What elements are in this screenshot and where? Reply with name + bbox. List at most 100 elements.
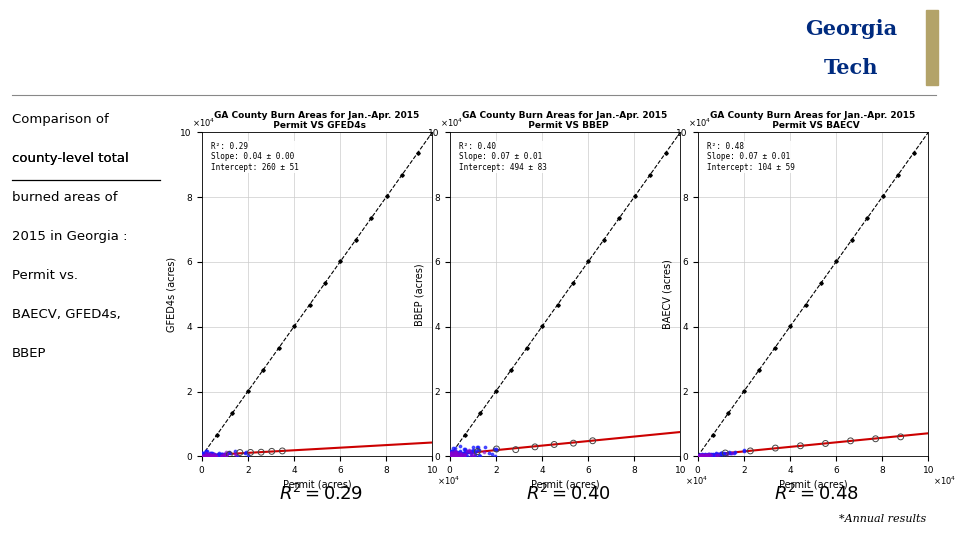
Point xyxy=(220,450,235,458)
Point xyxy=(454,450,469,458)
Point xyxy=(218,450,233,459)
Point xyxy=(718,449,733,458)
Point xyxy=(705,450,720,459)
Point xyxy=(264,447,279,456)
Point xyxy=(443,450,458,458)
Point xyxy=(449,448,465,457)
Point xyxy=(488,446,503,454)
Point xyxy=(585,436,600,445)
Point xyxy=(204,452,219,461)
Point xyxy=(457,450,472,458)
Point xyxy=(198,450,213,458)
Point xyxy=(198,449,213,458)
Point xyxy=(702,450,717,459)
Title: GA County Burn Areas for Jan.-Apr. 2015
  Permit VS BAECV: GA County Burn Areas for Jan.-Apr. 2015 … xyxy=(710,111,916,130)
Point xyxy=(460,452,475,461)
Point xyxy=(444,451,460,460)
Point xyxy=(213,452,228,461)
Point xyxy=(447,449,463,457)
Point xyxy=(818,439,833,448)
Point xyxy=(697,451,712,460)
Point xyxy=(203,450,218,458)
Point xyxy=(700,451,715,460)
Point xyxy=(444,452,460,461)
Point xyxy=(443,452,458,461)
Point xyxy=(205,449,221,458)
Point xyxy=(708,449,724,457)
Point xyxy=(868,435,883,443)
Point xyxy=(690,452,706,461)
Point xyxy=(199,451,214,460)
Point xyxy=(205,449,221,458)
Point xyxy=(703,450,718,459)
Point xyxy=(690,451,706,460)
Point xyxy=(197,452,212,461)
Point xyxy=(200,452,215,461)
Point xyxy=(449,452,465,461)
Point xyxy=(194,451,209,460)
Text: burned areas of: burned areas of xyxy=(12,191,117,204)
Point xyxy=(893,433,908,441)
Point xyxy=(450,452,466,461)
Point xyxy=(195,452,210,461)
Point xyxy=(237,448,252,457)
Point xyxy=(196,451,211,460)
Text: $\times10^4$: $\times10^4$ xyxy=(441,117,464,129)
Point xyxy=(275,447,290,455)
Point xyxy=(443,449,458,458)
Point xyxy=(195,449,210,458)
Point xyxy=(489,444,504,453)
Point xyxy=(450,449,466,457)
Point xyxy=(463,452,478,461)
Point xyxy=(470,443,486,451)
Point xyxy=(702,450,717,458)
Point xyxy=(690,452,706,461)
Point xyxy=(203,450,218,458)
Point xyxy=(702,450,717,459)
Point xyxy=(469,444,485,453)
Point xyxy=(454,452,469,461)
Point xyxy=(691,452,707,461)
Point xyxy=(204,451,219,460)
Point xyxy=(702,450,717,458)
Point xyxy=(228,447,243,455)
Point xyxy=(200,450,215,459)
Point xyxy=(690,452,706,461)
Point xyxy=(208,451,224,460)
Point xyxy=(443,452,458,461)
Point xyxy=(727,449,742,457)
Point xyxy=(455,449,470,457)
Point xyxy=(198,448,213,457)
Point xyxy=(445,452,461,461)
Point xyxy=(692,452,708,461)
Point xyxy=(691,451,707,460)
Point xyxy=(444,447,460,455)
Point xyxy=(198,450,213,458)
Point xyxy=(690,451,706,460)
Point xyxy=(452,452,468,461)
Point xyxy=(700,451,715,460)
Point xyxy=(449,449,465,458)
Point xyxy=(693,451,708,460)
Point xyxy=(198,450,213,458)
Point xyxy=(210,450,226,458)
Point xyxy=(197,449,212,458)
Point xyxy=(449,448,465,456)
Point xyxy=(452,452,468,461)
Point xyxy=(694,451,709,460)
Point xyxy=(477,443,492,451)
Point xyxy=(195,449,210,457)
Point xyxy=(701,451,716,460)
Point xyxy=(204,451,219,460)
Point xyxy=(707,450,722,459)
Point xyxy=(204,450,220,458)
Point xyxy=(444,449,459,457)
Point xyxy=(694,451,709,460)
Point xyxy=(692,450,708,459)
Point xyxy=(202,452,217,461)
Point xyxy=(204,451,220,460)
Point xyxy=(454,452,469,461)
Point xyxy=(710,450,726,459)
Point xyxy=(693,452,708,461)
Point xyxy=(204,452,220,461)
